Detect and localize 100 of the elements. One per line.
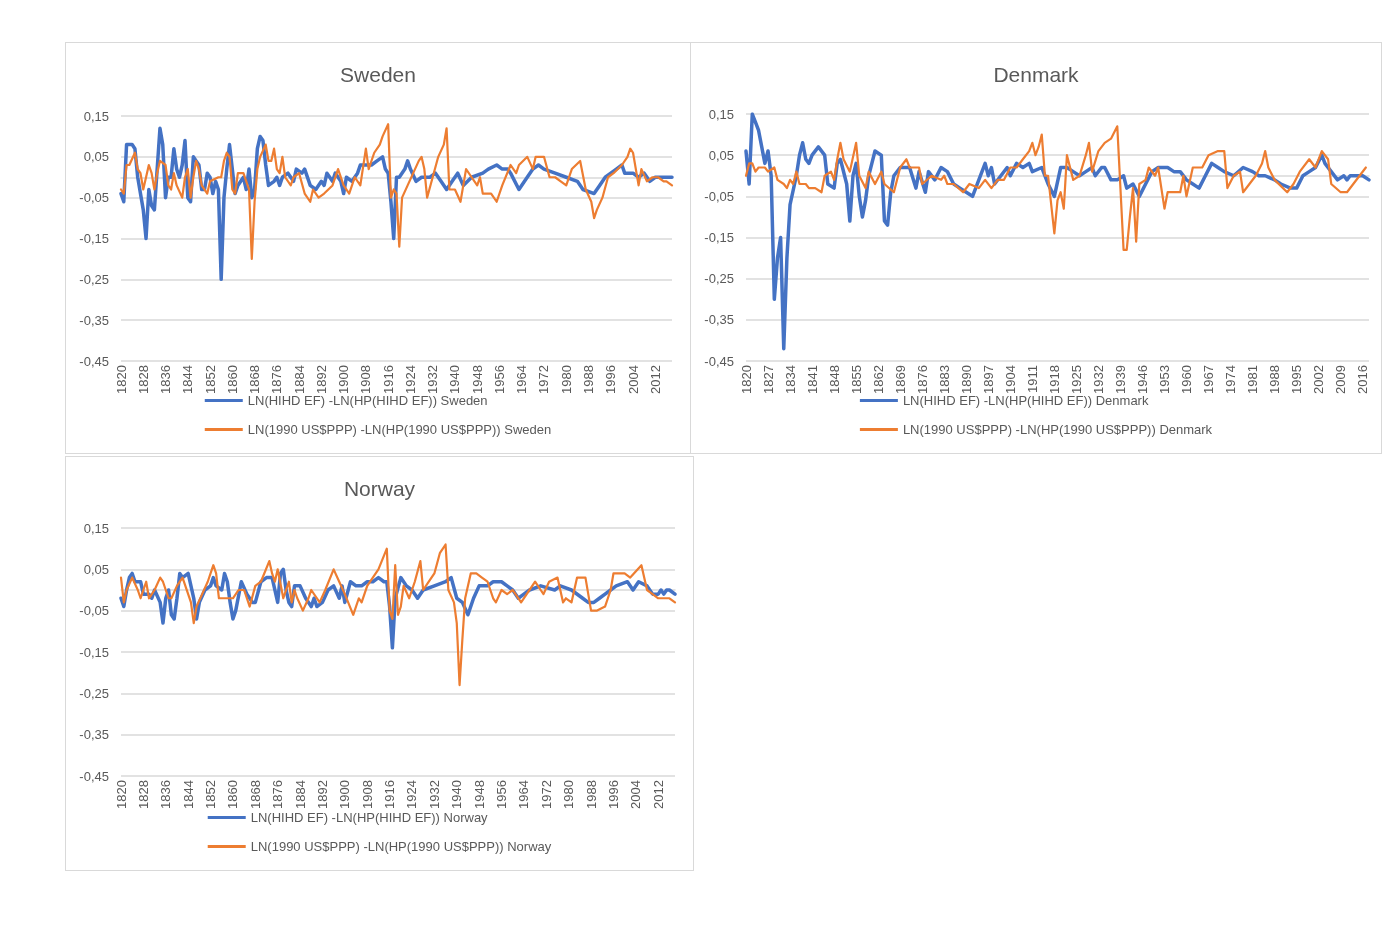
x-tick-label: 2012 <box>650 780 666 809</box>
chart-title: Denmark <box>993 63 1080 86</box>
x-tick-label: 2016 <box>1355 365 1371 394</box>
x-tick-label: 1844 <box>180 365 196 394</box>
x-tick-label: 1908 <box>359 780 375 809</box>
x-tick-label: 1836 <box>158 365 174 394</box>
x-tick-label: 1940 <box>447 365 463 394</box>
x-tick-label: 1960 <box>1179 365 1195 394</box>
y-tick-label: -0,25 <box>79 271 109 287</box>
x-tick-label: 1820 <box>113 780 129 809</box>
x-tick-label: 1900 <box>337 780 353 809</box>
line-series <box>119 543 677 687</box>
legend-label: LN(HIHD EF) -LN(HP(HIHD EF)) Denmark <box>902 393 1149 408</box>
x-tick-label: 1852 <box>203 780 219 809</box>
x-tick-label: 1892 <box>314 780 330 809</box>
x-tick-label: 2004 <box>625 365 641 394</box>
x-tick-label: 1925 <box>1068 365 1084 394</box>
x-tick-label: 1890 <box>958 365 974 394</box>
y-tick-label: -0,05 <box>79 190 109 206</box>
x-tick-label: 1996 <box>603 365 619 394</box>
x-tick-label: 1884 <box>291 365 307 394</box>
x-tick-label: 1967 <box>1201 365 1217 394</box>
x-tick-label: 1980 <box>558 365 574 394</box>
legend-label: LN(1990 US$PPP) -LN(HP(1990 US$PPP)) Norway <box>250 839 552 854</box>
y-tick-label: 0,05 <box>708 147 734 163</box>
x-tick-label: 1860 <box>224 365 240 394</box>
y-tick-label: -0,05 <box>79 603 109 619</box>
x-tick-label: 1844 <box>180 780 196 809</box>
y-tick-label: 0,15 <box>83 108 109 124</box>
x-tick-label: 1916 <box>380 365 396 394</box>
x-tick-label: 1974 <box>1223 365 1239 394</box>
x-tick-label: 1980 <box>561 780 577 809</box>
x-tick-label: 1836 <box>158 780 174 809</box>
x-tick-label: 1884 <box>292 780 308 809</box>
x-tick-label: 1981 <box>1245 365 1261 394</box>
x-tick-label: 1828 <box>135 365 151 394</box>
y-tick-label: -0,45 <box>704 353 734 369</box>
x-tick-label: 1911 <box>1024 365 1040 393</box>
x-tick-label: 1862 <box>870 365 886 394</box>
x-tick-label: 1904 <box>1002 365 1018 394</box>
x-tick-label: 1996 <box>605 780 621 809</box>
x-tick-label: 1834 <box>782 365 798 394</box>
x-tick-label: 1918 <box>1046 365 1062 394</box>
y-tick-label: -0,15 <box>79 644 109 660</box>
y-tick-label: -0,05 <box>704 188 734 204</box>
line-series <box>119 123 674 261</box>
y-tick-label: -0,35 <box>79 727 109 743</box>
x-tick-label: 1868 <box>247 365 263 394</box>
y-tick-label: -0,15 <box>79 231 109 246</box>
x-tick-label: 2004 <box>628 780 644 809</box>
x-tick-label: 1916 <box>382 780 398 809</box>
x-tick-label: 1876 <box>270 780 286 809</box>
x-tick-label: 1860 <box>225 780 241 809</box>
x-tick-label: 1948 <box>471 780 487 809</box>
x-tick-label: 1855 <box>848 365 864 394</box>
x-tick-label: 1848 <box>826 365 842 394</box>
x-tick-label: 1908 <box>358 365 374 394</box>
y-tick-label: -0,35 <box>704 312 734 328</box>
x-tick-label: 1841 <box>804 365 820 394</box>
x-tick-label: 1939 <box>1112 365 1128 394</box>
x-tick-label: 1876 <box>914 365 930 394</box>
x-tick-label: 1932 <box>426 780 442 809</box>
legend-label: LN(HIHD EF) -LN(HP(HIHD EF)) Norway <box>250 810 489 825</box>
x-tick-label: 1972 <box>536 365 552 394</box>
y-tick-label: -0,45 <box>79 353 109 369</box>
x-tick-label: 1820 <box>113 365 129 394</box>
x-tick-label: 1940 <box>449 780 465 809</box>
x-tick-label: 1852 <box>202 365 218 394</box>
x-tick-label: 1924 <box>402 365 418 394</box>
x-tick-label: 2012 <box>647 365 663 394</box>
line-series <box>744 125 1367 251</box>
y-tick-label: 0,05 <box>83 149 109 165</box>
x-tick-label: 1892 <box>313 365 329 394</box>
x-tick-label: 1988 <box>581 365 597 394</box>
y-tick-label: -0,45 <box>79 768 109 784</box>
y-tick-label: -0,15 <box>704 230 734 245</box>
x-tick-label: 1956 <box>491 365 507 394</box>
x-tick-label: 1964 <box>516 780 532 809</box>
y-tick-label: 0,05 <box>83 561 109 577</box>
x-tick-label: 1988 <box>583 780 599 809</box>
x-tick-label: 1900 <box>336 365 352 394</box>
x-tick-label: 1988 <box>1267 365 1283 394</box>
x-tick-label: 1972 <box>538 780 554 809</box>
y-tick-label: -0,25 <box>79 685 109 701</box>
y-tick-label: 0,15 <box>708 106 734 122</box>
x-tick-label: 1953 <box>1156 365 1172 394</box>
x-tick-label: 1924 <box>404 780 420 809</box>
x-tick-label: 1883 <box>936 365 952 394</box>
legend-label: LN(1990 US$PPP) -LN(HP(1990 US$PPP)) Denmark <box>902 422 1213 437</box>
x-tick-label: 1932 <box>1090 365 1106 394</box>
chart-title: Norway <box>343 477 416 500</box>
x-tick-label: 1869 <box>892 365 908 394</box>
x-tick-label: 1828 <box>135 780 151 809</box>
x-tick-label: 1995 <box>1289 365 1305 394</box>
x-tick-label: 2002 <box>1311 365 1327 394</box>
x-tick-label: 1820 <box>738 365 754 394</box>
x-tick-label: 1948 <box>469 365 485 394</box>
x-tick-label: 1897 <box>980 365 996 394</box>
x-tick-label: 1964 <box>514 365 530 394</box>
x-tick-label: 1876 <box>269 365 285 394</box>
